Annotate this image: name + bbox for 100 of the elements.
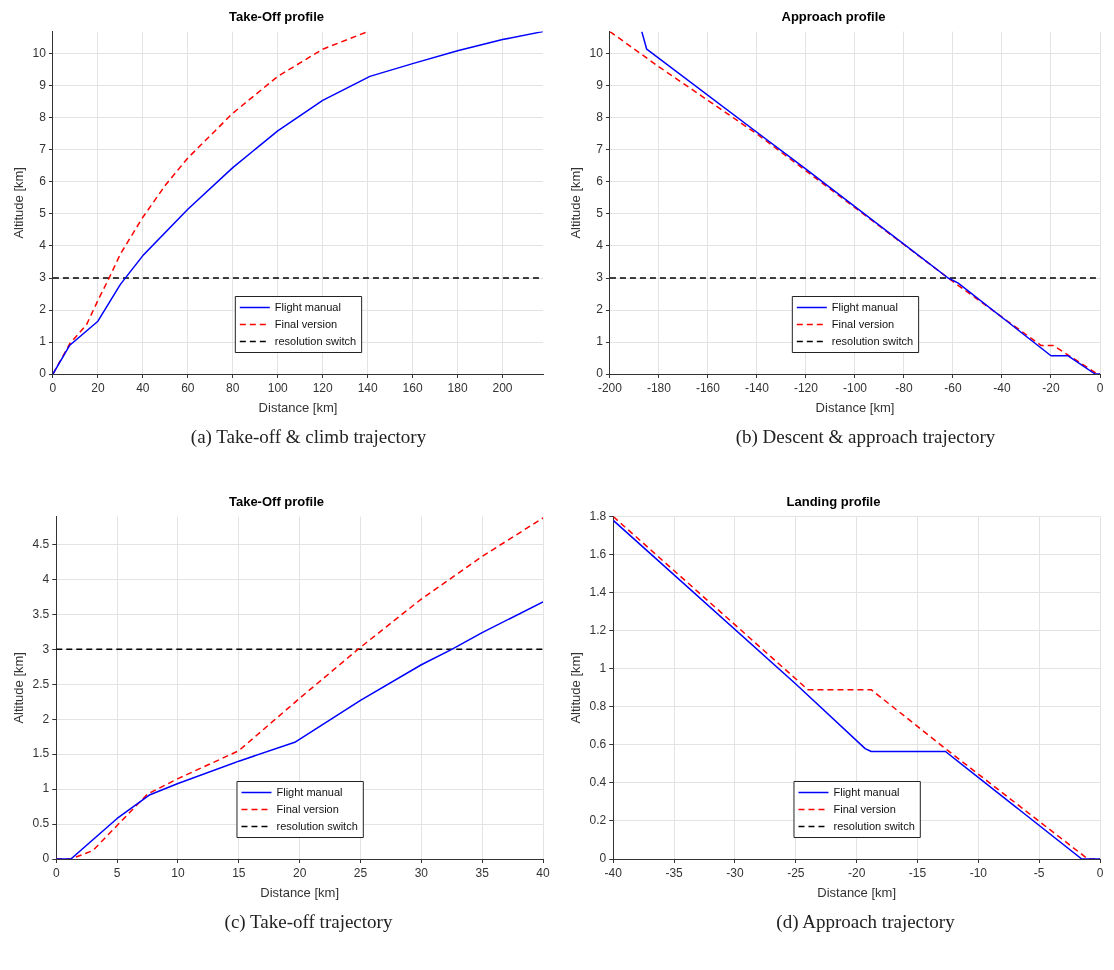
x-tick-label: -160 <box>695 380 721 395</box>
legend-label: Flight manual <box>833 785 900 798</box>
x-tick-label: -5 <box>1033 865 1045 880</box>
y-tick-label: 3 <box>596 270 604 285</box>
x-tick-label: -40 <box>604 865 623 880</box>
text: (c) Take-off trajectory <box>223 911 394 933</box>
legend-label: Flight manual <box>274 300 341 313</box>
legend-label: Flight manual <box>276 785 343 798</box>
y-tick-label: 4 <box>42 571 50 586</box>
y-tick-label: 0 <box>42 851 50 866</box>
y-tick-label: 6 <box>39 174 47 189</box>
y-tick-label: 4 <box>39 238 47 253</box>
y-tick-label: 5 <box>39 206 47 221</box>
x-tick-label: -20 <box>847 865 866 880</box>
x-axis-title: Distance [km] <box>815 399 895 415</box>
y-tick-label: 10 <box>32 46 47 61</box>
chart-title: Take-Off profile <box>228 9 325 25</box>
y-tick-label: 0 <box>596 366 604 381</box>
y-tick-label: 6 <box>596 174 604 189</box>
y-tick-label: 8 <box>39 110 47 125</box>
legend-label: Flight manual <box>831 300 898 313</box>
x-axis-title: Distance [km] <box>258 399 338 415</box>
x-tick-label: 80 <box>226 380 240 395</box>
y-tick-label: 1 <box>42 781 50 796</box>
y-axis-title: Altitude [km] <box>11 652 27 724</box>
y-tick-label: 1.2 <box>589 623 607 638</box>
x-tick-label: -15 <box>908 865 927 880</box>
y-tick-label: 0.6 <box>589 737 607 752</box>
x-tick-label: 180 <box>447 380 468 395</box>
y-tick-label: 4.5 <box>32 536 50 551</box>
x-tick-label: 0 <box>1096 380 1104 395</box>
y-tick-label: 8 <box>596 110 604 125</box>
x-tick-label: 10 <box>171 865 185 880</box>
y-tick-label: 1 <box>39 334 47 349</box>
y-tick-label: 7 <box>39 142 47 157</box>
x-tick-label: 25 <box>353 865 368 880</box>
legend-label: Final version <box>274 317 338 330</box>
x-tick-label: -35 <box>665 865 684 880</box>
x-tick-label: 100 <box>267 380 289 395</box>
y-tick-label: 1.6 <box>589 546 607 561</box>
x-tick-label: -10 <box>969 865 988 880</box>
y-tick-label: 7 <box>596 142 604 157</box>
y-tick-label: 5 <box>596 206 604 221</box>
y-tick-label: 2 <box>39 302 47 317</box>
x-tick-label: -120 <box>793 380 819 395</box>
x-tick-label: 160 <box>402 380 423 395</box>
y-tick-label: 9 <box>39 78 47 93</box>
y-axis-title: Altitude [km] <box>568 652 584 724</box>
x-tick-label: -180 <box>646 380 672 395</box>
x-tick-label: 35 <box>475 865 490 880</box>
legend-label: Final version <box>831 317 895 330</box>
x-tick-label: -100 <box>842 380 868 395</box>
x-tick-label: 200 <box>492 380 513 395</box>
x-tick-label: 20 <box>91 380 105 395</box>
y-tick-label: 2 <box>42 711 50 726</box>
y-tick-label: 4 <box>596 238 604 253</box>
chart-title: Landing profile <box>786 494 881 510</box>
y-tick-label: 1 <box>596 334 604 349</box>
x-tick-label: 15 <box>232 865 246 880</box>
x-tick-label: -60 <box>944 380 962 395</box>
x-tick-label: -20 <box>1042 380 1060 395</box>
y-tick-label: 9 <box>596 78 604 93</box>
y-tick-label: 0.5 <box>32 816 50 831</box>
y-tick-label: 0 <box>599 851 607 866</box>
y-tick-label: 1 <box>599 661 607 676</box>
x-tick-label: -140 <box>744 380 770 395</box>
legend-label: Final version <box>276 802 339 815</box>
text: (b) Descent & approach trajectory <box>734 426 997 448</box>
x-tick-label: 60 <box>181 380 195 395</box>
x-tick-label: -200 <box>597 380 623 395</box>
y-tick-label: 0 <box>39 366 47 381</box>
y-tick-label: 0.2 <box>589 813 607 828</box>
legend-label: Final version <box>833 802 896 815</box>
x-tick-label: 40 <box>136 380 150 395</box>
x-tick-label: 5 <box>113 865 121 880</box>
y-tick-label: 1.5 <box>32 746 50 761</box>
y-tick-label: 10 <box>589 46 604 61</box>
x-tick-label: 30 <box>414 865 429 880</box>
y-tick-label: 0.8 <box>589 699 607 714</box>
x-tick-label: -80 <box>895 380 913 395</box>
y-tick-label: 3.5 <box>32 606 50 621</box>
legend-label: resolution switch <box>833 819 915 832</box>
chart-title: Approach profile <box>781 9 886 25</box>
x-axis-title: Distance [km] <box>260 884 340 900</box>
legend-label: resolution switch <box>276 819 358 832</box>
y-axis-title: Altitude [km] <box>568 167 584 239</box>
text: (a) Take-off & climb trajectory <box>189 426 428 448</box>
x-tick-label: 140 <box>357 380 378 395</box>
x-tick-label: 0 <box>1096 865 1104 880</box>
x-axis-title: Distance [km] <box>817 884 897 900</box>
x-tick-label: 0 <box>52 865 60 880</box>
y-axis-title: Altitude [km] <box>11 167 27 239</box>
y-tick-label: 0.4 <box>589 775 607 790</box>
x-tick-label: 40 <box>536 865 550 880</box>
text: (d) Approach trajectory <box>775 911 956 933</box>
x-tick-label: 120 <box>312 380 334 395</box>
y-tick-label: 1.4 <box>589 585 607 599</box>
x-tick-label: 20 <box>292 865 307 880</box>
y-tick-label: 2 <box>596 302 604 317</box>
y-tick-label: 3 <box>39 270 47 285</box>
